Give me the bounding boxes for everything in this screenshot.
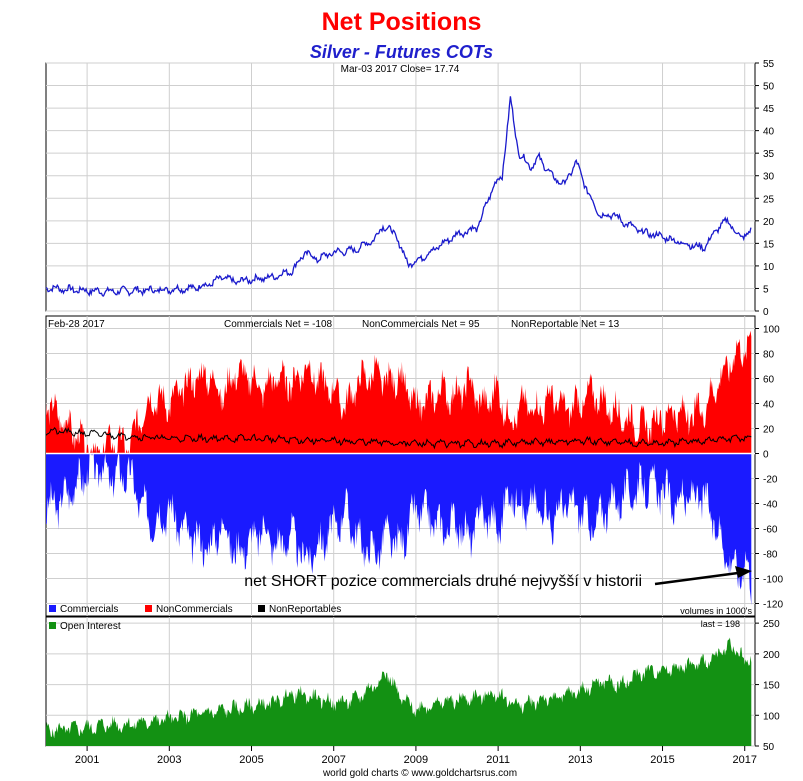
positions-ytick-label: 80: [763, 350, 775, 361]
xtick-label: 2007: [321, 754, 345, 766]
oi-ytick-label: 250: [763, 619, 780, 630]
xtick-label: 2001: [75, 754, 99, 766]
price-ytick-label: 35: [763, 149, 775, 160]
open-interest-area: [46, 637, 752, 746]
annotation-arrow: [654, 571, 739, 586]
oi-ytick-label: 50: [763, 742, 775, 753]
price-ytick-label: 25: [763, 194, 775, 205]
nonreportable-net: NonReportable Net = 13: [511, 319, 620, 330]
annotation-arrowhead: [735, 566, 752, 578]
commercials-area: [46, 453, 752, 606]
price-ytick-label: 55: [763, 59, 775, 70]
xtick-label: 2011: [486, 754, 510, 766]
oi-ytick-label: 100: [763, 711, 780, 722]
last-value: last = 198: [701, 619, 740, 629]
nonreportables-line: [45, 426, 752, 450]
legend-swatch-noncommercials: [145, 605, 152, 612]
annotation-text: net SHORT pozice commercials druhé nejvy…: [244, 573, 642, 590]
xtick-label: 2017: [732, 754, 756, 766]
positions-ytick-label: -80: [763, 550, 778, 561]
volume-note: volumes in 1000's: [680, 606, 752, 616]
positions-ytick-label: -100: [763, 575, 783, 586]
positions-ytick-label: 40: [763, 400, 775, 411]
price-panel: 0 5 10 15 20 25 30 35 40 45 50 55: [45, 59, 775, 318]
price-ytick-label: 50: [763, 82, 775, 93]
positions-ytick-label: -20: [763, 475, 778, 486]
positions-ytick-label: 100: [763, 325, 780, 336]
price-ytick-label: 10: [763, 262, 775, 273]
chart-title: Net Positions: [321, 8, 482, 36]
legend-commercials: Commercials: [60, 604, 118, 615]
legend-open-interest: Open Interest: [60, 621, 121, 632]
open-interest-panel: 50 100 150 200 250: [45, 616, 780, 753]
positions-date: Feb-28 2017: [48, 319, 105, 330]
xtick-label: 2015: [650, 754, 674, 766]
oi-ytick-label: 200: [763, 650, 780, 661]
time-axis: 2001 2003 2005 2007 2009 2011 2013 2015 2017: [75, 746, 757, 766]
oi-ytick-label: 150: [763, 681, 780, 692]
legend-swatch-nonreportables: [258, 605, 265, 612]
commercials-net: Commercials Net = -108: [224, 319, 333, 330]
footer-credit: world gold charts © www.goldchartsrus.co…: [322, 768, 517, 779]
positions-ytick-label: 20: [763, 425, 775, 436]
xtick-label: 2009: [404, 754, 428, 766]
positions-panel: 100 80 60 40 20 0 -20 -40 -60 -80 -100 -120: [45, 315, 783, 617]
xtick-label: 2013: [568, 754, 592, 766]
price-info: Mar-03 2017 Close= 17.74: [341, 64, 460, 75]
price-ytick-label: 15: [763, 239, 775, 250]
price-line: [45, 96, 752, 297]
positions-ytick-label: 60: [763, 375, 775, 386]
price-frame: [45, 62, 756, 312]
price-ytick-label: 30: [763, 172, 775, 183]
price-ytick-label: 45: [763, 104, 775, 115]
noncommercials-area: [46, 330, 752, 454]
price-ytick-label: 0: [763, 307, 769, 318]
noncommercials-net: NonCommercials Net = 95: [362, 319, 480, 330]
xtick-label: 2005: [239, 754, 263, 766]
legend-swatch-commercials: [49, 605, 56, 612]
chart-subtitle: Silver - Futures COTs: [309, 42, 494, 62]
price-ytick-label: 40: [763, 127, 775, 138]
positions-ytick-label: -40: [763, 500, 778, 511]
legend-nonreportables: NonReportables: [269, 604, 341, 615]
positions-ytick-label: -60: [763, 525, 778, 536]
legend-swatch-open-interest: [49, 622, 56, 629]
price-ytick-label: 5: [763, 284, 769, 295]
price-ytick-label: 20: [763, 217, 775, 228]
legend-noncommercials: NonCommercials: [156, 604, 233, 615]
positions-ytick-label: 0: [763, 450, 769, 461]
xtick-label: 2003: [157, 754, 181, 766]
positions-ytick-label: -120: [763, 600, 783, 611]
